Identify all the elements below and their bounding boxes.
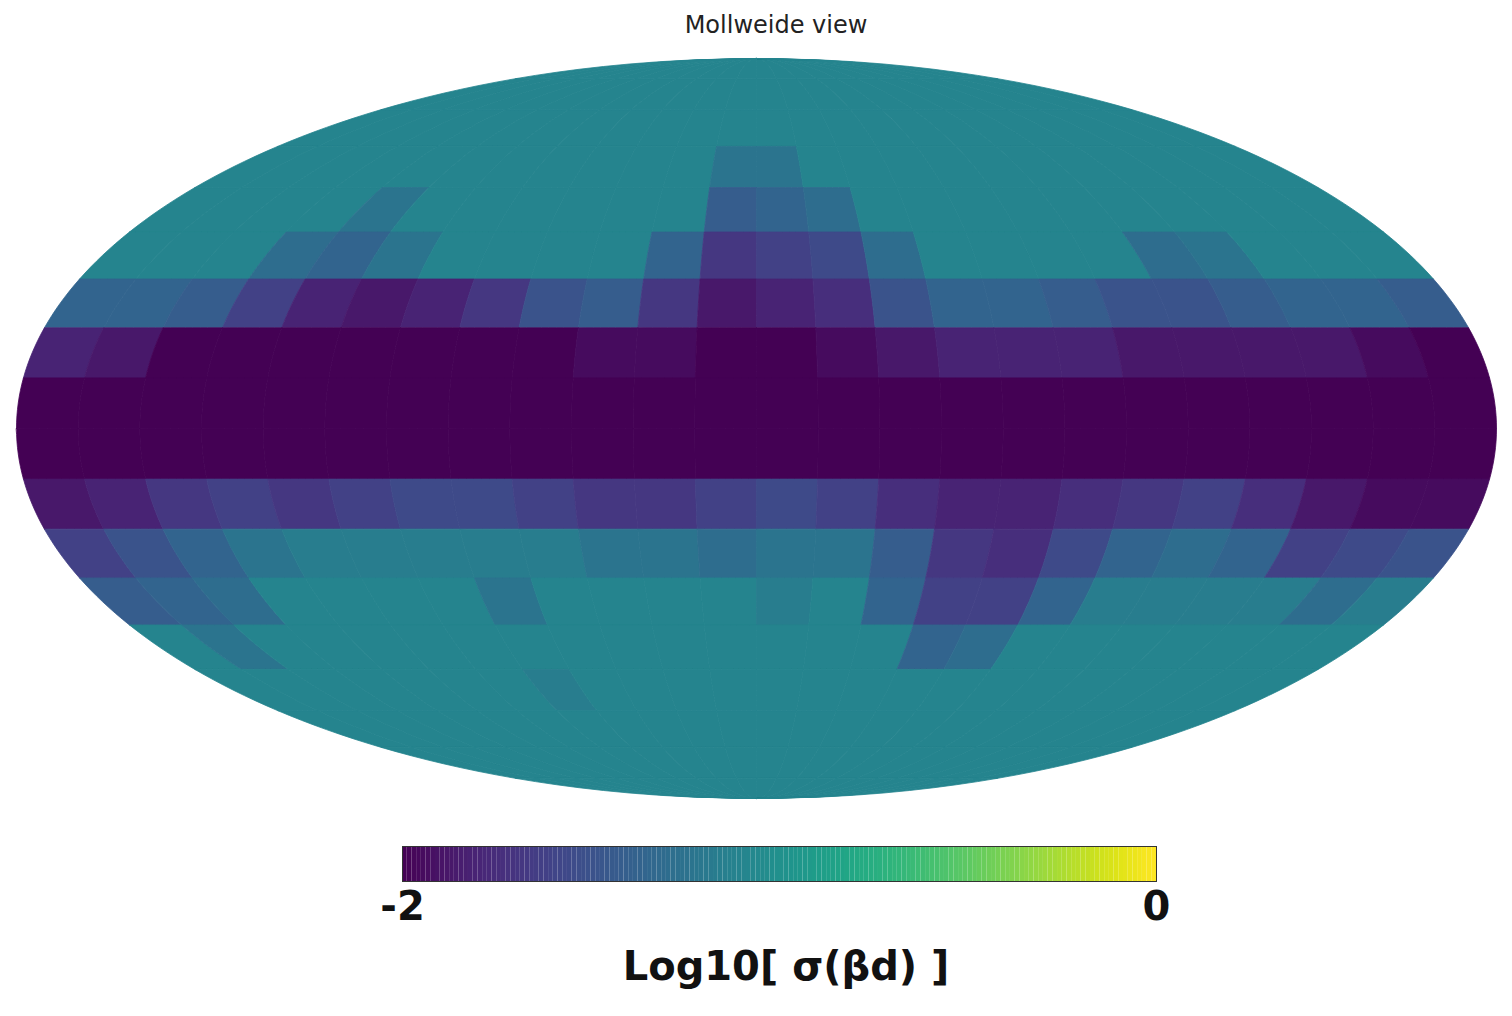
html-text:Mollweide view: Mollweide view [684, 11, 868, 39]
svg-text:-2: -2 [380, 883, 424, 929]
html-text:Log10[ σ(βd) ]: Log10[ σ(βd) ] [622, 943, 950, 989]
svg-text:0: 0 [1143, 883, 1171, 929]
